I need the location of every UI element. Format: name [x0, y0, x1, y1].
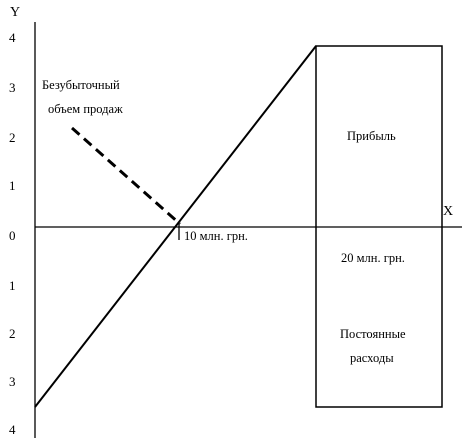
y-tick-label: 3: [9, 374, 16, 389]
breakeven-label-line2: объем продаж: [48, 102, 123, 116]
sales-box: [315, 45, 443, 408]
x-axis-label: X: [443, 204, 453, 219]
y-tick-label: 4: [9, 422, 16, 437]
y-tick-label: 1: [9, 278, 16, 293]
y-axis-label: Y: [10, 5, 20, 20]
breakeven-point-label: 10 млн. грн.: [184, 229, 248, 243]
breakeven-pointer: [71, 126, 181, 226]
origin-label: 0: [9, 228, 16, 243]
profit-line: [34, 45, 317, 408]
sales-label: 20 млн. грн.: [341, 251, 405, 265]
y-tick-label: 3: [9, 80, 16, 95]
y-tick-label: 2: [9, 326, 16, 341]
y-tick-label: 2: [9, 130, 16, 145]
y-tick-label: 1: [9, 178, 16, 193]
fixed-costs-line2: расходы: [350, 351, 394, 365]
breakeven-label-line1: Безубыточный: [42, 78, 120, 92]
fixed-costs-line1: Постоянные: [340, 327, 406, 341]
profit-label: Прибыль: [347, 129, 396, 143]
y-tick-label: 4: [9, 30, 16, 45]
